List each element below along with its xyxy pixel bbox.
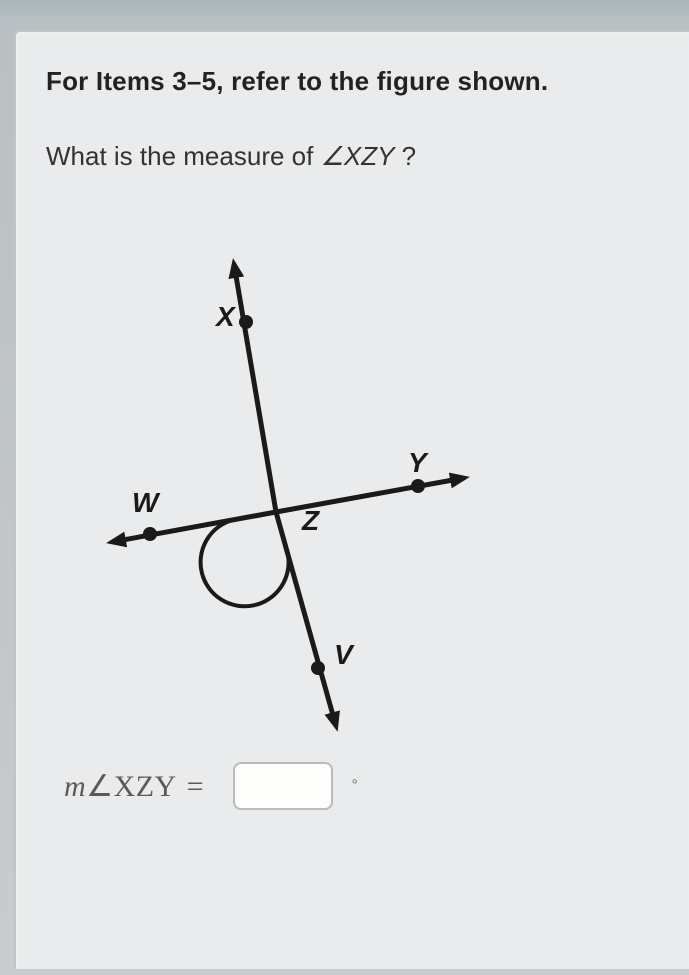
question-prefix: What is the measure of [46,141,321,171]
svg-text:X: X [214,301,237,332]
section-heading: For Items 3–5, refer to the figure shown… [46,66,689,97]
answer-eq: = [177,770,206,803]
answer-input[interactable] [233,762,333,810]
geometry-diagram: X Y W V Z [66,192,486,752]
answer-angle: ∠XZY [86,770,177,803]
degree-symbol: ° [351,777,357,795]
answer-m: m [64,770,86,803]
svg-text:V: V [334,639,355,670]
question-card: For Items 3–5, refer to the figure shown… [14,30,689,969]
question-suffix: ? [394,141,416,171]
question-text: What is the measure of ∠XZY ? [46,141,689,172]
answer-label: m∠XZY = [64,769,205,804]
svg-text:Z: Z [301,505,320,536]
svg-text:W: W [132,487,161,518]
question-angle: ∠XZY [321,141,395,171]
answer-row: m∠XZY = ° [64,762,689,810]
svg-text:Y: Y [408,447,429,478]
